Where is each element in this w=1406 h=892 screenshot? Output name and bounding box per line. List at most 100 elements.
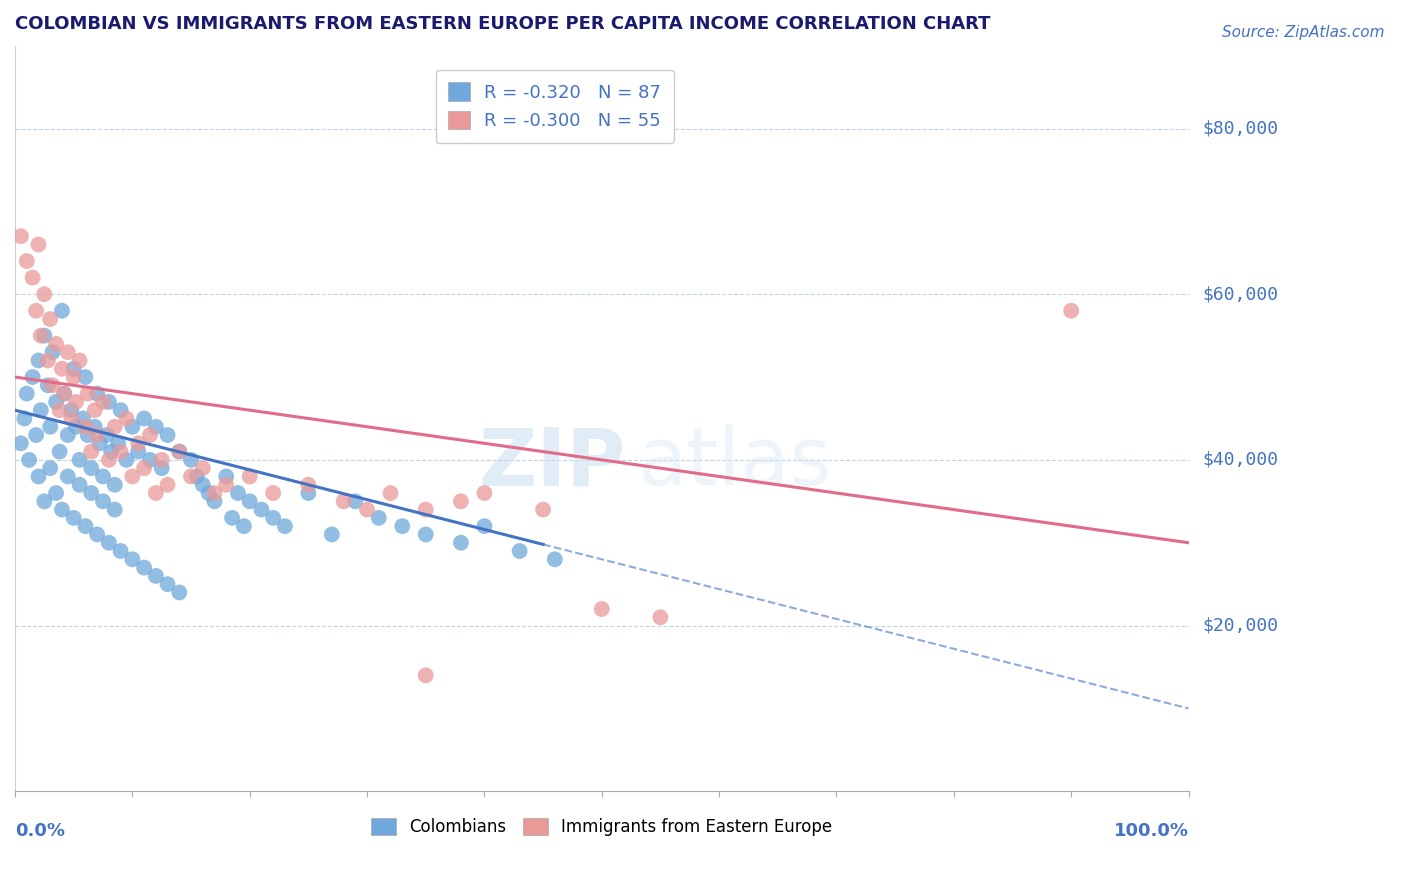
Point xyxy=(83,403,105,417)
Point xyxy=(204,486,226,500)
Point xyxy=(65,395,87,409)
Point xyxy=(51,502,73,516)
Point xyxy=(89,436,111,450)
Point xyxy=(62,511,84,525)
Point xyxy=(86,428,108,442)
Point xyxy=(21,270,44,285)
Point xyxy=(215,477,238,491)
Point xyxy=(51,361,73,376)
Point xyxy=(197,486,219,500)
Point xyxy=(191,477,214,491)
Point xyxy=(474,519,496,533)
Point xyxy=(97,535,120,549)
Point xyxy=(10,229,32,244)
Point xyxy=(45,395,67,409)
Point xyxy=(121,419,143,434)
Point xyxy=(415,502,437,516)
Point xyxy=(262,511,284,525)
Point xyxy=(156,577,179,591)
Point xyxy=(80,461,103,475)
Point xyxy=(91,469,114,483)
Point xyxy=(356,502,378,516)
Point xyxy=(297,477,319,491)
Point xyxy=(145,486,167,500)
Point xyxy=(450,494,472,508)
Legend: Colombians, Immigrants from Eastern Europe: Colombians, Immigrants from Eastern Euro… xyxy=(361,808,842,847)
Point xyxy=(48,444,70,458)
Point xyxy=(132,411,155,425)
Point xyxy=(169,585,191,599)
Point xyxy=(91,395,114,409)
Point xyxy=(145,569,167,583)
Point xyxy=(226,486,249,500)
Point xyxy=(169,444,191,458)
Point xyxy=(86,386,108,401)
Point xyxy=(415,668,437,682)
Point xyxy=(650,610,672,624)
Point xyxy=(169,444,191,458)
Point xyxy=(96,428,118,442)
Point xyxy=(13,411,35,425)
Point xyxy=(450,535,472,549)
Point xyxy=(115,411,138,425)
Point xyxy=(110,444,132,458)
Point xyxy=(186,469,208,483)
Point xyxy=(132,560,155,574)
Point xyxy=(34,494,56,508)
Point xyxy=(15,386,38,401)
Text: 0.0%: 0.0% xyxy=(15,822,65,840)
Point xyxy=(15,254,38,268)
Point xyxy=(100,444,122,458)
Point xyxy=(60,411,83,425)
Point xyxy=(139,428,162,442)
Point xyxy=(191,461,214,475)
Point xyxy=(18,453,41,467)
Text: ZIP: ZIP xyxy=(478,425,626,502)
Point xyxy=(45,486,67,500)
Point xyxy=(250,502,273,516)
Text: COLOMBIAN VS IMMIGRANTS FROM EASTERN EUROPE PER CAPITA INCOME CORRELATION CHART: COLOMBIAN VS IMMIGRANTS FROM EASTERN EUR… xyxy=(15,15,990,33)
Point xyxy=(180,469,202,483)
Point xyxy=(104,419,127,434)
Point xyxy=(1060,303,1083,318)
Point xyxy=(591,602,613,616)
Point xyxy=(115,453,138,467)
Point xyxy=(56,469,79,483)
Point xyxy=(121,552,143,566)
Text: 100.0%: 100.0% xyxy=(1114,822,1188,840)
Point xyxy=(132,461,155,475)
Point xyxy=(34,328,56,343)
Point xyxy=(474,486,496,500)
Point xyxy=(25,303,48,318)
Point xyxy=(69,353,91,368)
Point xyxy=(332,494,354,508)
Point xyxy=(139,453,162,467)
Point xyxy=(37,378,59,392)
Point xyxy=(380,486,402,500)
Text: $20,000: $20,000 xyxy=(1202,616,1278,634)
Point xyxy=(221,511,243,525)
Point xyxy=(25,428,48,442)
Point xyxy=(56,345,79,359)
Point xyxy=(75,419,97,434)
Point xyxy=(72,411,94,425)
Point xyxy=(53,386,76,401)
Point xyxy=(76,386,98,401)
Point xyxy=(104,502,127,516)
Point xyxy=(34,287,56,301)
Point xyxy=(39,312,62,326)
Text: $80,000: $80,000 xyxy=(1202,120,1278,137)
Point xyxy=(60,403,83,417)
Point xyxy=(297,486,319,500)
Point xyxy=(544,552,567,566)
Point xyxy=(156,477,179,491)
Point xyxy=(150,461,173,475)
Point xyxy=(97,453,120,467)
Point xyxy=(232,519,254,533)
Point xyxy=(321,527,343,541)
Point xyxy=(80,444,103,458)
Point xyxy=(344,494,367,508)
Point xyxy=(509,544,531,558)
Point xyxy=(80,486,103,500)
Point xyxy=(145,419,167,434)
